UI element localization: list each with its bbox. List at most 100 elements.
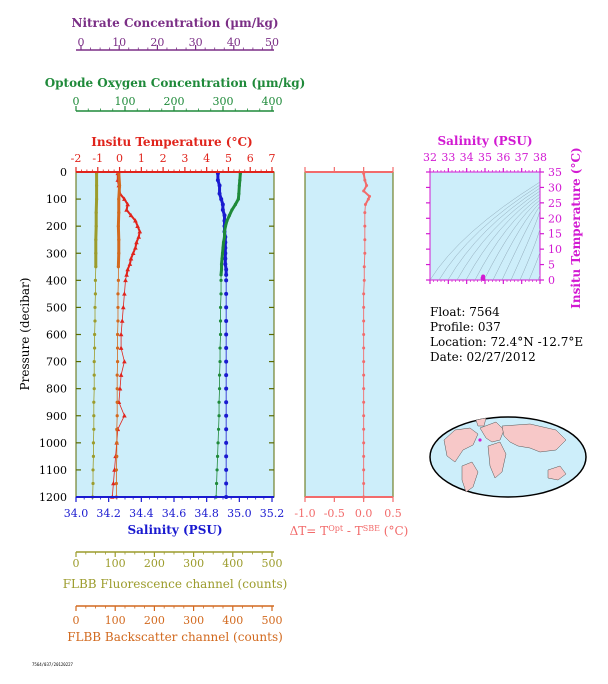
- oxygen-point: [218, 346, 222, 350]
- fluorescence-tick-label: 400: [222, 557, 243, 570]
- date: Date: 02/27/2012: [430, 350, 536, 364]
- nitrate-axis-label: Nitrate Concentration (µm/kg): [71, 16, 278, 30]
- fluorescence-point: [92, 400, 96, 404]
- oxygen-point: [214, 481, 219, 486]
- salinity-point: [224, 272, 229, 277]
- backscatter-point: [115, 454, 119, 458]
- oxygen-point: [219, 273, 223, 277]
- delta-t-background: [304, 171, 394, 498]
- temperature-point: [121, 304, 126, 310]
- salinity-point: [224, 454, 229, 459]
- oxygen-point: [223, 224, 228, 228]
- temperature-point: [122, 196, 127, 201]
- fluorescence-point: [94, 183, 99, 188]
- oxygen-point: [238, 178, 242, 182]
- fluorescence-point: [92, 414, 96, 418]
- delta-t-point: [362, 360, 366, 364]
- delta-t-tick-label: 0.0: [355, 507, 373, 520]
- backscatter-point: [115, 427, 119, 431]
- temperature-tick-label: 5: [225, 152, 232, 165]
- delta-t-point: [362, 454, 366, 458]
- backscatter-point: [115, 387, 119, 391]
- salinity-point: [224, 467, 229, 472]
- backscatter-point: [116, 305, 120, 310]
- pressure-tick-label: 700: [46, 356, 67, 369]
- delta-t-point: [362, 468, 366, 472]
- temperature-point: [119, 318, 125, 323]
- salinity-axis-label: Salinity (PSU): [127, 523, 222, 537]
- backscatter-tick-label: 400: [222, 614, 243, 627]
- ts-salinity-label: Salinity (PSU): [437, 134, 532, 148]
- backscatter-point: [115, 332, 120, 337]
- delta-t-tick-label: -0.5: [324, 507, 345, 520]
- ts-temperature-tick-label: 35: [548, 166, 562, 179]
- delta-t-point: [362, 414, 366, 418]
- oxygen-point: [222, 229, 227, 234]
- temperature-point: [123, 277, 128, 283]
- fluorescence-point: [91, 441, 96, 445]
- temperature-axis-label: Insitu Temperature (°C): [91, 135, 252, 149]
- oxygen-tick-label: 200: [164, 95, 185, 108]
- temperature-point: [118, 372, 124, 377]
- delta-t-point: [363, 224, 367, 228]
- oxygen-point: [218, 319, 223, 323]
- float-info: Float: 7564 Profile: 037 Location: 72.4°…: [430, 305, 583, 364]
- temperature-point: [130, 250, 136, 256]
- salinity-tick-label: 34.6: [162, 507, 187, 520]
- fluorescence-tick-label: 500: [262, 557, 283, 570]
- nitrate-tick-label: 40: [227, 36, 241, 49]
- ts-temperature-tick-label: 20: [548, 212, 562, 225]
- oxygen-tick-label: 0: [73, 95, 80, 108]
- delta-t-point: [362, 481, 366, 485]
- oxygen-point: [216, 441, 220, 445]
- nitrate-axis: Nitrate Concentration (µm/kg) 0 10 20 30 40 5…: [71, 16, 279, 51]
- world-map: [429, 416, 587, 498]
- salinity-tick-label: 34.0: [64, 507, 89, 520]
- salinity-point: [224, 359, 229, 364]
- temperature-tick-label: 4: [203, 152, 210, 165]
- temperature-point: [124, 272, 129, 277]
- delta-t-point: [366, 197, 370, 201]
- temperature-point: [128, 212, 134, 218]
- salinity-point: [224, 413, 229, 418]
- fluorescence-point: [93, 292, 98, 296]
- ts-temperature-tick-label: 25: [548, 197, 562, 210]
- salinity-tick-label: 34.2: [96, 507, 121, 520]
- oxygen-point: [219, 292, 223, 296]
- oxygen-point: [233, 202, 237, 207]
- oxygen-point: [221, 240, 226, 245]
- oxygen-point: [221, 246, 225, 250]
- salinity-tick-label: 34.8: [194, 507, 219, 520]
- oxygen-point: [220, 257, 224, 261]
- fluorescence-tick-label: 300: [183, 557, 204, 570]
- fluorescence-axis: 0 100 200 300 400 500 FLBB Fluorescence chann…: [63, 551, 287, 591]
- salinity-point: [223, 251, 228, 256]
- salinity-point: [223, 256, 228, 261]
- backscatter-point: [116, 278, 120, 282]
- delta-t-axis-label: ΔT= TOpt - TSBE (°C): [290, 524, 409, 539]
- delta-t-point: [363, 238, 367, 242]
- salinity-tick-label: 34.4: [129, 507, 154, 520]
- main-plot-background: [75, 171, 275, 498]
- fluorescence-tick-label: 100: [105, 557, 126, 570]
- pressure-tick-label: 500: [46, 301, 67, 314]
- oxygen-axis: Optode Oxygen Concentration (µm/kg) 0 100…: [45, 76, 305, 112]
- oxygen-point: [217, 373, 222, 377]
- delta-t-point: [362, 305, 366, 309]
- footer-code: 7564/037/20120227: [32, 662, 74, 667]
- temperature-point: [125, 267, 130, 272]
- pressure-tick-label: 900: [46, 410, 67, 423]
- ts-temperature-tick-label: 30: [548, 181, 562, 194]
- pressure-tick-label: 800: [46, 383, 67, 396]
- backscatter-point: [116, 265, 120, 269]
- delta-t-point: [362, 427, 366, 431]
- pressure-tick-label: 1000: [39, 437, 67, 450]
- backscatter-point: [117, 197, 121, 201]
- salinity-point: [224, 440, 229, 445]
- backscatter-profile-upper: [116, 173, 122, 267]
- fluorescence-point: [92, 373, 96, 377]
- salinity-point: [217, 191, 222, 196]
- temperature-point: [127, 261, 133, 266]
- ts-salinity-tick-label: 38: [533, 151, 547, 164]
- oxygen-point: [219, 278, 223, 282]
